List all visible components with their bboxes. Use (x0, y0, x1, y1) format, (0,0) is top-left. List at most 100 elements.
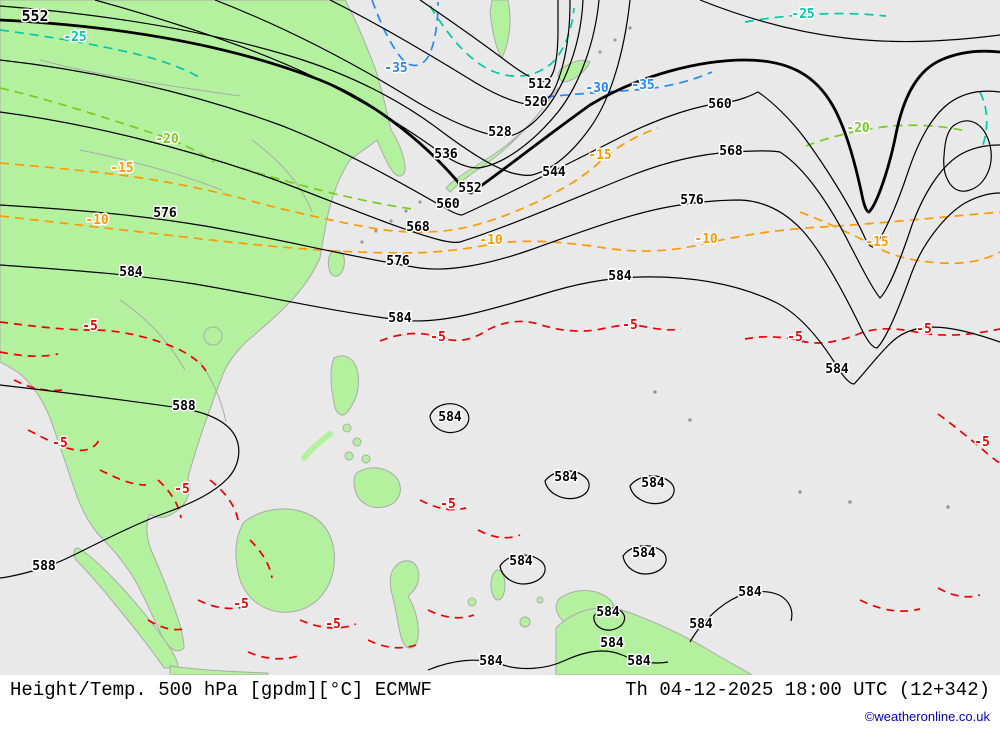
contour-labels-layer: 5525125205285365445525605685605685765765… (20, 6, 991, 671)
height-contour-552-bold (0, 18, 1000, 214)
height-contour-label: 588 (172, 399, 196, 414)
height-contour-520 (329, 0, 571, 106)
temp-contour-label: -10 (479, 233, 503, 248)
height-contour-label: 584 (509, 554, 533, 569)
map-valid-time: Th 04-12-2025 18:00 UTC (12+342) (625, 679, 990, 701)
height-contour-label: 576 (386, 254, 410, 269)
weather-map-canvas: 5525125205285365445525605685605685765765… (0, 0, 1000, 675)
borders-layer (39, 59, 313, 423)
temp-contour-label: -10 (85, 213, 109, 228)
temp-contour-label: -5 (174, 482, 190, 497)
temp-contour-minus25 (0, 5, 988, 149)
caption-row: Height/Temp. 500 hPa [gpdm][°C] ECMWF Th… (0, 679, 1000, 701)
landmass-java (169, 665, 269, 675)
height-contour-label: 584 (479, 654, 503, 669)
height-contour-label: 528 (488, 125, 512, 140)
caption-bar: Height/Temp. 500 hPa [gpdm][°C] ECMWF Th… (0, 675, 1000, 733)
height-contour-label: 512 (528, 77, 551, 92)
landmass-taiwan (327, 250, 345, 277)
temp-contour-label: -5 (974, 435, 990, 450)
weather-map: 552 512 520 528 536 544 552 560 568 560 568 576 576 5… (0, 0, 1000, 675)
temp-contour-label: -15 (588, 148, 611, 163)
height-contour-label: 584 (632, 546, 656, 561)
landmass-palawan (301, 431, 333, 461)
height-contour-588 (0, 384, 240, 579)
landmass-island (536, 596, 544, 604)
height-contour-label: 584 (596, 605, 620, 620)
temp-contour-minus15 (0, 127, 1000, 264)
height-contour-568 (0, 111, 1000, 299)
height-contour-label: 584 (689, 617, 713, 632)
temp-contour-label: -5 (622, 318, 638, 333)
country-borders (39, 59, 313, 423)
map-title: Height/Temp. 500 hPa [gpdm][°C] ECMWF (10, 679, 432, 701)
landmass-luzon (330, 355, 359, 416)
landmass-new-guinea (555, 607, 753, 675)
height-contour-label: 584 (627, 654, 651, 669)
land-layer (0, 0, 753, 675)
height-contour-label: 560 (708, 97, 732, 112)
height-contour-label: 584 (438, 410, 462, 425)
height-contour-568-cell (943, 120, 992, 192)
temp-contour-minus20 (0, 87, 967, 210)
landmass-sulawesi (389, 560, 420, 649)
temp-contour-label: -15 (110, 161, 133, 176)
height-contour-label: 584 (554, 470, 578, 485)
height-contour-label: 568 (719, 144, 743, 159)
landmass-island (352, 437, 362, 447)
landmass-halmahera (490, 569, 506, 601)
temp-contour-label: -10 (694, 232, 718, 247)
landmass-island (519, 616, 531, 628)
temp-contour-label: -20 (846, 121, 870, 136)
temp-contour-label: -5 (233, 597, 249, 612)
height-contour-label: 584 (825, 362, 849, 377)
temp-contour-minus5 (0, 320, 1000, 464)
height-contour-label: 552 (458, 181, 481, 196)
height-contour-label: 544 (542, 165, 566, 180)
height-contour-label: 560 (436, 197, 460, 212)
temp-contour-label: -25 (63, 30, 86, 45)
landmass-island (467, 597, 477, 607)
height-contour-label: 584 (388, 311, 412, 326)
temp-contour-label: -5 (52, 436, 68, 451)
height-contour-512 (419, 0, 559, 83)
height-contour-label: 584 (608, 269, 632, 284)
height-contour-layer (0, 0, 1000, 671)
temp-contour-label: -15 (865, 235, 888, 250)
temp-contour-label: -5 (916, 322, 932, 337)
height-contour-536 (94, 0, 600, 169)
temp-contour-label: -30 (585, 81, 609, 96)
height-contour-label: 520 (524, 95, 548, 110)
temp-contour-minus10 (0, 211, 1000, 254)
temp-contour-label: -35 (631, 78, 654, 93)
temp-contour-label: -5 (82, 319, 98, 334)
height-contour-576 (0, 192, 1000, 349)
small-islands-layer (360, 26, 950, 509)
height-contour-label: 584 (600, 636, 624, 651)
height-contour-label: 576 (680, 193, 704, 208)
height-contour-label: 584 (738, 585, 762, 600)
temp-contour-label: -35 (384, 61, 407, 76)
height-contour-label: 576 (153, 206, 177, 221)
temp-contour-label: -5 (325, 617, 341, 632)
height-contour-584-cells (427, 403, 793, 671)
credit-link[interactable]: ©weatheronline.co.uk (864, 709, 990, 724)
landmass-island (342, 423, 352, 433)
landmass-island (361, 454, 371, 464)
landmass-borneo (235, 508, 335, 613)
temp-contour-label: -25 (791, 7, 814, 22)
temp-contour-layer (0, 0, 1000, 660)
temp-contour-label: -5 (787, 330, 803, 345)
height-contour-label: 588 (32, 559, 56, 574)
height-contour-label: 584 (641, 476, 665, 491)
landmass-island (344, 451, 354, 461)
height-contour-560 (0, 59, 1000, 248)
temp-contour-label: -5 (430, 330, 446, 345)
temp-contour-label: -20 (155, 132, 179, 147)
height-contour-528 (214, 0, 584, 137)
height-contour-label: 552 (21, 7, 48, 25)
landmass-asia (0, 0, 406, 652)
height-contour-584 (0, 264, 1000, 385)
height-contour-544 (0, 0, 1000, 176)
